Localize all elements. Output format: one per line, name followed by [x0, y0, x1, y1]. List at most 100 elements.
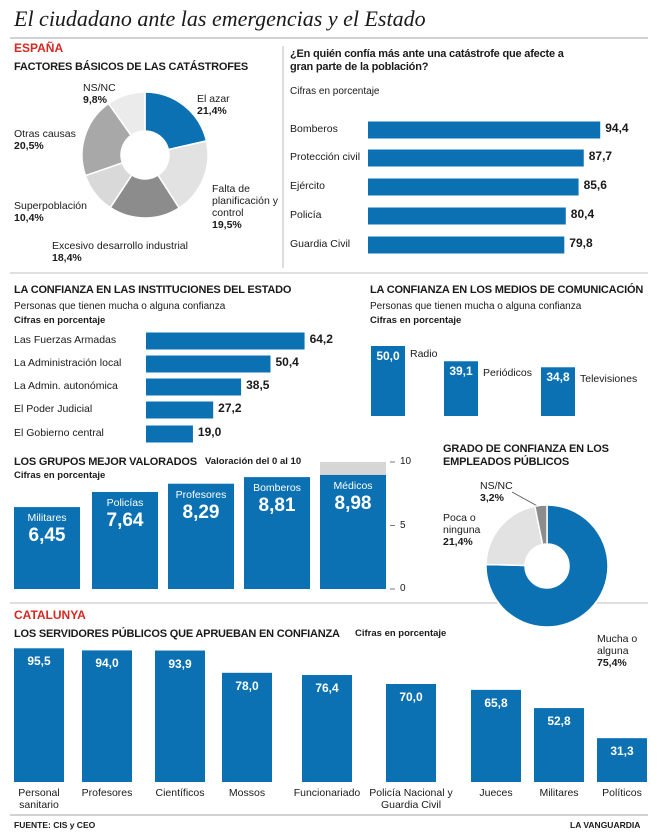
- chart-note: Cifras en porcentaje: [14, 315, 106, 326]
- chart-subtitle: Personas que tienen mucha o alguna confi…: [14, 301, 226, 312]
- category-label: Periódicos: [483, 367, 533, 380]
- value-label: 38,5: [246, 378, 270, 392]
- chart-note: Cifras en porcentaje: [14, 470, 106, 481]
- value-label: 70,0: [399, 690, 423, 704]
- category-label: El Gobierno central: [14, 427, 104, 439]
- chart-title: GRADO DE CONFIANZA EN LOS EMPLEADOS PÚBL…: [443, 443, 609, 468]
- slice-value: 20,5%: [14, 140, 44, 153]
- slice-name: NS/NC: [480, 480, 513, 492]
- chart-note: Cifras en porcentaje: [355, 628, 447, 639]
- value-label: 19,0: [197, 425, 222, 439]
- value-label: 8,81: [258, 495, 296, 517]
- value-label: 80,4: [570, 207, 595, 221]
- chart-scale-note: Valoración del 0 al 10: [205, 456, 302, 467]
- value-label: 27,2: [218, 401, 242, 415]
- bar: [92, 491, 158, 589]
- slice-name: Superpoblación: [14, 200, 87, 212]
- headline: El ciudadano ante las emergencias y el E…: [14, 6, 426, 31]
- bar: [146, 401, 214, 419]
- value-label: 6,45: [28, 525, 66, 547]
- value-label: 50,4: [275, 355, 299, 369]
- slice-name: El azar: [197, 93, 230, 105]
- slice-label: Poca o ninguna 21,4%: [443, 512, 505, 548]
- bar: [244, 477, 310, 589]
- bar: [168, 483, 234, 589]
- value-label: 50,0: [376, 349, 400, 363]
- bar: [146, 378, 242, 396]
- chart-subtitle: Personas que tienen mucha o alguna confi…: [370, 301, 582, 312]
- slice-name: Mucha o alguna: [597, 633, 638, 658]
- bar: [14, 648, 64, 782]
- slice-label: NS/NC 3,2%: [480, 480, 530, 504]
- value-label: 94,4: [605, 121, 629, 135]
- bar: [155, 650, 205, 782]
- bar: [302, 675, 352, 782]
- slice-label: Mucha o alguna 75,4%: [597, 633, 647, 669]
- category-label: Médicos: [333, 479, 373, 492]
- value-label: 8,98: [334, 492, 372, 514]
- category-label: Científicos: [155, 787, 205, 799]
- bar: [368, 178, 579, 196]
- slice-name: Otras causas: [14, 128, 76, 140]
- category-label: Ejército: [290, 180, 326, 192]
- category-label: Bomberos: [290, 123, 338, 135]
- pie-slice: [144, 91, 208, 151]
- value-label: 34,8: [546, 370, 570, 385]
- category-label: Militares: [27, 512, 67, 525]
- value-label: 64,2: [309, 332, 333, 346]
- chart-note: Cifras en porcentaje: [370, 315, 462, 326]
- section-label: CATALUNYA: [14, 608, 86, 622]
- bar: [146, 355, 271, 373]
- bar: [146, 425, 193, 443]
- category-label: Televisiones: [580, 373, 638, 386]
- category-label: Profesores: [175, 488, 227, 501]
- slice-value: 21,4%: [197, 105, 227, 118]
- bar: [597, 738, 647, 782]
- slice-value: 19,5%: [212, 219, 242, 232]
- slice-value: 18,4%: [52, 252, 82, 265]
- category-label: Militares: [539, 787, 579, 799]
- slice-name: Falta de planificación y control: [212, 183, 278, 220]
- category-label: Funcionariado: [293, 787, 361, 799]
- bar: [146, 332, 305, 350]
- category-label: Policía: [290, 209, 322, 221]
- slice-label: Superpoblación 10,4%: [14, 200, 114, 224]
- chart-subtitle: Cifras en porcentaje: [290, 86, 380, 97]
- slice-label: Otras causas 20,5%: [14, 128, 114, 152]
- value-label: 95,5: [27, 654, 51, 669]
- value-label: 76,4: [315, 681, 339, 696]
- chart-title: ¿En quién confía más ante una catástrofe…: [290, 48, 564, 73]
- category-label: El Poder Judicial: [14, 403, 93, 415]
- bar: [444, 361, 478, 416]
- category-label: Políticos: [602, 787, 642, 799]
- section-label: ESPAÑA: [14, 41, 64, 55]
- bar: [368, 207, 566, 225]
- value-label: 65,8: [484, 695, 508, 710]
- category-label: Radio: [410, 348, 438, 360]
- category-label: Las Fuerzas Armadas: [14, 334, 117, 346]
- bar: [371, 346, 405, 416]
- category-label: Mossos: [228, 787, 266, 799]
- category-label: La Admin. autonómica: [14, 380, 118, 392]
- pie-slice: [485, 504, 609, 628]
- pie-slice: [81, 102, 133, 177]
- source: FUENTE: CIS y CEO: [14, 820, 96, 830]
- value-label: 52,8: [547, 714, 571, 729]
- value-label: 31,3: [610, 744, 634, 759]
- bar: [471, 689, 521, 782]
- category-label: Bomberos: [253, 482, 301, 495]
- bar: [386, 684, 436, 782]
- value-label: 93,9: [168, 656, 192, 671]
- y-tick-label: 10: [400, 456, 412, 467]
- value-label: 94,0: [95, 656, 119, 671]
- bar: [368, 149, 584, 167]
- pie-slice: [109, 173, 181, 219]
- category-label: Guardia Civil: [290, 238, 351, 250]
- slice-value: 10,4%: [14, 212, 44, 225]
- chart-title: FACTORES BÁSICOS DE LAS CATÁSTROFES: [14, 61, 249, 73]
- slice-name: Poca o ninguna: [443, 512, 481, 537]
- value-label: 79,8: [569, 236, 593, 250]
- pie-slice: [533, 504, 548, 546]
- chart-title: LOS SERVIDORES PÚBLICOS QUE APRUEBAN EN …: [14, 628, 340, 640]
